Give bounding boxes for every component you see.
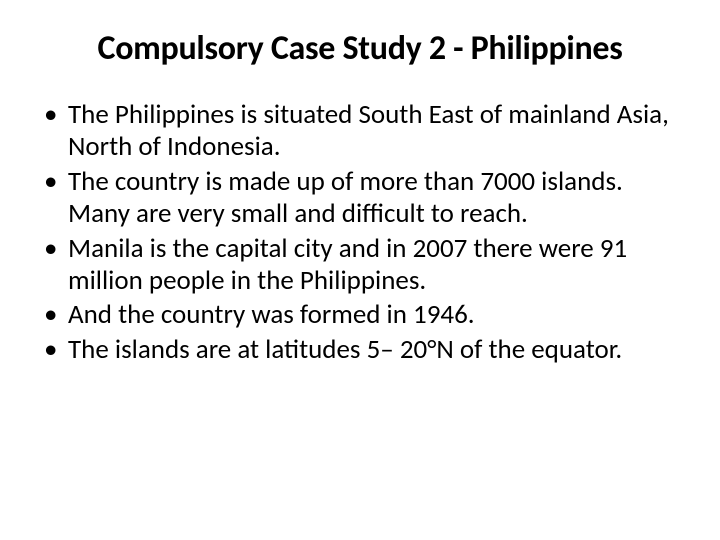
list-item: And the country was formed in 1946. [36, 299, 684, 331]
list-item: The Philippines is situated South East o… [36, 99, 684, 164]
list-item: The country is made up of more than 7000… [36, 166, 684, 231]
list-item: Manila is the capital city and in 2007 t… [36, 233, 684, 298]
bullet-list: The Philippines is situated South East o… [36, 99, 684, 366]
list-item: The islands are at latitudes 5– 20°N of … [36, 334, 684, 366]
slide-title: Compulsory Case Study 2 - Philippines [36, 28, 684, 69]
